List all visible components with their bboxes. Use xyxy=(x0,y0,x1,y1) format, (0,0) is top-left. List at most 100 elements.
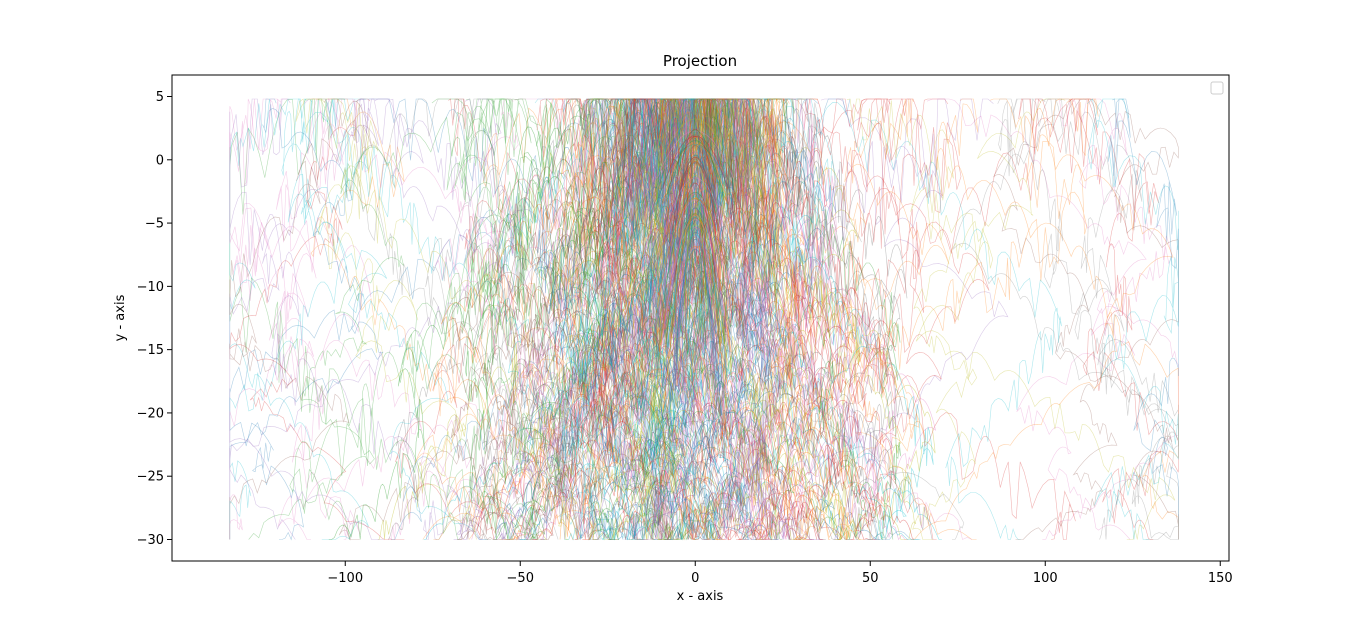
trajectory-line xyxy=(561,98,716,540)
trajectory-line xyxy=(593,98,778,540)
trajectory-line xyxy=(300,98,640,540)
trajectory-line xyxy=(553,98,724,540)
trajectory-line xyxy=(688,98,830,540)
trajectory-line xyxy=(670,98,850,540)
trajectory-line xyxy=(610,98,778,540)
trajectory-line xyxy=(526,98,656,540)
central-plume-line xyxy=(670,175,720,267)
trajectory-line xyxy=(276,98,423,540)
trajectory-line xyxy=(910,98,1174,540)
trajectory-line xyxy=(569,98,676,541)
trajectory-line xyxy=(553,98,647,540)
trajectory-line xyxy=(587,98,791,540)
trajectory-line xyxy=(716,98,852,540)
x-tick-label: 0 xyxy=(691,571,699,586)
trajectory-line xyxy=(926,98,1179,540)
trajectory-line xyxy=(675,98,851,540)
trajectory-line xyxy=(306,98,777,540)
trajectory-line xyxy=(479,98,703,540)
trajectory-line xyxy=(768,98,977,540)
trajectory-line xyxy=(515,98,726,541)
central-plume-line xyxy=(669,214,721,346)
trajectory-line xyxy=(588,98,729,540)
trajectory-line xyxy=(664,98,793,540)
trajectory-line xyxy=(801,98,896,540)
trajectory-line xyxy=(702,98,865,540)
trajectory-line xyxy=(652,98,717,540)
chart-title: Projection xyxy=(663,52,737,70)
trajectory-line xyxy=(522,98,708,540)
trajectory-line xyxy=(503,98,721,540)
trajectory-line xyxy=(456,98,668,540)
trajectory-line xyxy=(667,98,851,540)
trajectory-line xyxy=(529,98,698,540)
trajectory-line xyxy=(743,98,856,540)
trajectory-line xyxy=(433,98,649,540)
central-plume-line xyxy=(670,192,720,303)
trajectory-line xyxy=(465,98,612,540)
trajectory-line xyxy=(792,98,1099,540)
trajectory-line xyxy=(533,98,683,540)
trajectory-line xyxy=(229,98,590,541)
trajectory-line xyxy=(656,98,791,540)
trajectory-line xyxy=(446,98,574,541)
trajectory-line xyxy=(555,98,715,540)
central-plume-line xyxy=(673,161,717,239)
trajectory-line xyxy=(756,98,901,540)
trajectory-line xyxy=(590,98,858,540)
axes-background xyxy=(172,75,1229,561)
trajectory-line xyxy=(623,98,814,540)
y-tick-label: −30 xyxy=(137,533,164,548)
x-tick-label: −100 xyxy=(327,571,363,586)
trajectory-line xyxy=(691,98,919,540)
trajectory-line xyxy=(450,98,713,540)
trajectory-line xyxy=(537,98,660,540)
trajectory-line xyxy=(712,98,861,540)
y-tick-label: −20 xyxy=(137,406,164,421)
trajectory-line xyxy=(497,98,710,541)
trajectory-line xyxy=(650,98,789,540)
trajectory-line xyxy=(469,98,658,540)
trajectory-line xyxy=(678,98,831,540)
trajectory-line xyxy=(587,98,831,540)
trajectory-line xyxy=(649,98,790,540)
trajectory-line xyxy=(593,98,740,540)
trajectory-line xyxy=(603,98,698,540)
trajectory-line xyxy=(620,98,705,540)
trajectory-lines xyxy=(229,97,1179,541)
trajectory-line xyxy=(435,98,713,540)
trajectory-line xyxy=(787,98,962,540)
trajectory-line xyxy=(724,98,901,540)
trajectory-line xyxy=(584,98,691,540)
trajectory-line xyxy=(627,98,772,540)
trajectory-line xyxy=(727,98,815,540)
central-plume-line xyxy=(665,140,725,198)
trajectory-line xyxy=(793,98,1062,540)
trajectory-line xyxy=(617,98,778,541)
trajectory-line xyxy=(586,98,749,540)
trajectory-line xyxy=(550,99,700,540)
trajectory-line xyxy=(737,97,965,540)
trajectory-line xyxy=(494,98,711,540)
trajectory-line xyxy=(490,98,608,540)
trajectory-line xyxy=(388,98,623,540)
trajectory-line xyxy=(685,98,809,540)
trajectory-line xyxy=(425,98,577,540)
trajectory-line xyxy=(613,98,780,541)
trajectory-line xyxy=(828,98,950,540)
central-plume-line xyxy=(682,137,709,191)
trajectory-line xyxy=(229,98,486,540)
trajectory-line xyxy=(229,98,348,540)
trajectory-line xyxy=(627,98,727,540)
trajectory-line xyxy=(602,98,792,540)
trajectory-line xyxy=(229,98,361,540)
central-plume-line xyxy=(673,226,718,371)
trajectory-line xyxy=(589,98,672,540)
trajectory-line xyxy=(706,97,839,540)
plot-area xyxy=(171,74,1230,562)
trajectory-line xyxy=(748,98,1009,540)
trajectory-line xyxy=(377,98,655,540)
trajectory-line xyxy=(626,98,812,540)
trajectory-line xyxy=(550,98,687,540)
trajectory-line xyxy=(556,98,674,540)
